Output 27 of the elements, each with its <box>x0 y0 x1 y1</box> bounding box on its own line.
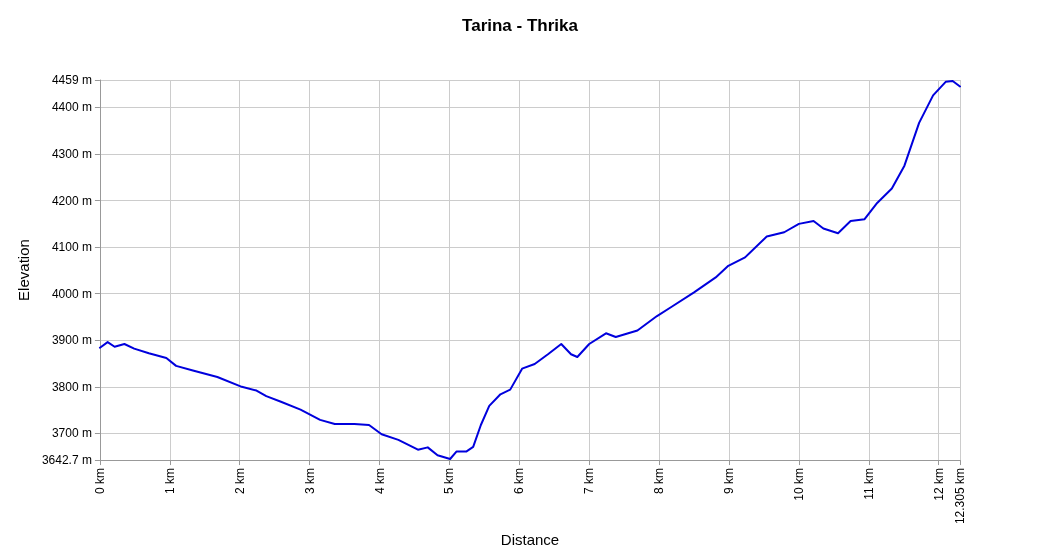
x-tick-label: 9 km <box>721 468 736 495</box>
x-tick-label: 6 km <box>512 468 527 495</box>
x-tick-label: 7 km <box>582 468 597 495</box>
x-tick-label: 1 km <box>162 468 177 495</box>
y-tick-label: 3642.7 m <box>41 453 92 468</box>
chart-title: Tarina - Thrika <box>462 16 579 35</box>
x-tick-label: 12.305 km <box>953 468 967 525</box>
x-tick-label: 11 km <box>861 468 876 500</box>
x-tick-label: 10 km <box>791 468 806 501</box>
y-tick-label: 3900 m <box>51 333 92 348</box>
y-tick-label: 4400 m <box>51 100 92 115</box>
y-tick-label: 4300 m <box>51 147 92 162</box>
x-tick-label: 8 km <box>652 468 667 495</box>
x-axis-title: Distance <box>500 531 560 548</box>
y-tick-label: 4100 m <box>51 240 92 255</box>
x-tick-label: 4 km <box>372 468 387 495</box>
y-tick-label: 3800 m <box>51 379 92 394</box>
x-tick-label: 5 km <box>442 468 457 495</box>
y-axis-title: Elevation <box>15 239 32 301</box>
x-tick-label: 2 km <box>232 468 247 495</box>
y-tick-label: 4200 m <box>51 193 92 208</box>
x-tick-label: 0 km <box>92 468 107 495</box>
y-tick-label: 4000 m <box>51 286 92 301</box>
x-tick-label: 3 km <box>302 468 317 495</box>
x-tick-label: 12 km <box>931 468 946 501</box>
y-tick-label: 3700 m <box>51 426 92 441</box>
y-tick-label: 4459 m <box>51 73 92 87</box>
